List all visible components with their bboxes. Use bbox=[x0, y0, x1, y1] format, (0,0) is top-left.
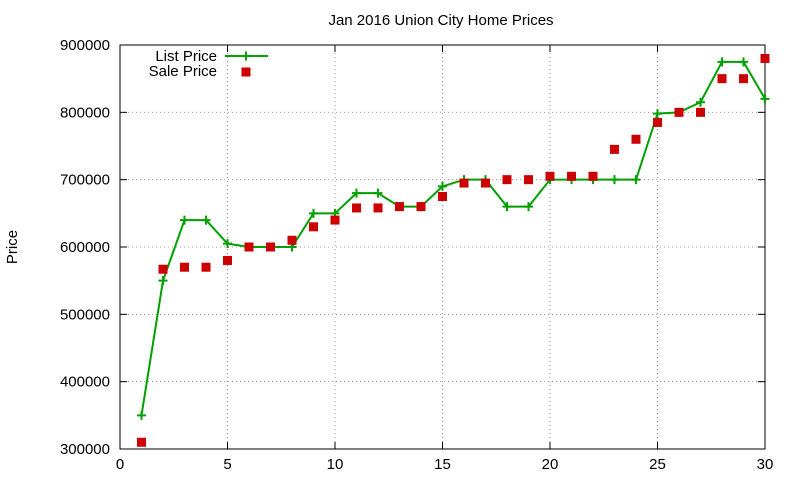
data-point-sale-price bbox=[760, 53, 770, 63]
data-point-list-price bbox=[653, 109, 662, 119]
data-point-list-price bbox=[438, 181, 447, 191]
x-tick-label: 25 bbox=[649, 456, 666, 473]
data-point-sale-price bbox=[459, 178, 469, 188]
plot-frame bbox=[119, 44, 766, 450]
series-line-list-price bbox=[140, 60, 766, 416]
data-point-sale-price bbox=[481, 178, 490, 188]
data-point-list-price bbox=[502, 202, 512, 212]
chart-title: Jan 2016 Union City Home Prices bbox=[328, 12, 553, 29]
data-point-list-price bbox=[201, 215, 211, 225]
data-point-sale-price bbox=[244, 242, 254, 252]
data-point-list-price bbox=[696, 97, 705, 107]
data-point-sale-price bbox=[373, 203, 383, 213]
legend-label-list-price: List Price bbox=[155, 48, 217, 65]
legend-label-sale-price: Sale Price bbox=[149, 63, 217, 80]
y-tick-label: 700000 bbox=[60, 172, 110, 189]
data-point-list-price bbox=[137, 410, 146, 420]
data-point-list-price bbox=[223, 239, 232, 249]
x-tick-label: 10 bbox=[327, 456, 344, 473]
data-point-sale-price bbox=[653, 117, 662, 127]
data-point-sale-price bbox=[674, 107, 684, 117]
data-point-sale-price bbox=[739, 74, 748, 84]
data-point-list-price bbox=[524, 202, 533, 212]
data-point-list-price bbox=[158, 276, 168, 286]
data-point-list-price bbox=[180, 215, 189, 225]
data-point-list-price bbox=[373, 188, 383, 198]
x-tick-label: 15 bbox=[434, 456, 451, 473]
data-point-list-price bbox=[717, 57, 727, 67]
data-point-sale-price bbox=[524, 175, 533, 185]
data-point-sale-price bbox=[330, 215, 340, 225]
data-point-sale-price bbox=[395, 202, 404, 212]
tick-labels: 300000 400000 500000 600000 700000 800000 9000… bbox=[60, 37, 773, 473]
data-point-sale-price bbox=[352, 203, 361, 213]
data-point-list-price bbox=[739, 57, 748, 67]
legend-marker-list-price bbox=[241, 51, 251, 61]
data-point-sale-price bbox=[545, 171, 555, 181]
y-tick-label: 300000 bbox=[60, 441, 110, 458]
data-point-list-price bbox=[610, 175, 619, 185]
data-point-list-price bbox=[760, 94, 770, 104]
legend-marker-sale-price bbox=[241, 67, 251, 77]
data-point-sale-price bbox=[438, 192, 447, 201]
data-point-sale-price bbox=[567, 171, 576, 181]
data-point-sale-price bbox=[137, 437, 146, 447]
y-axis-label: Price bbox=[4, 230, 21, 264]
data-point-sale-price bbox=[287, 235, 297, 245]
data-point-sale-price bbox=[158, 264, 168, 274]
data-point-sale-price bbox=[502, 175, 512, 185]
data-point-sale-price bbox=[416, 202, 426, 212]
x-tick-label: 20 bbox=[542, 456, 559, 473]
data-point-sale-price bbox=[588, 171, 598, 181]
grid bbox=[120, 45, 765, 449]
data-point-list-price bbox=[352, 188, 361, 198]
x-tick-label: 5 bbox=[223, 456, 231, 473]
y-tick-label: 800000 bbox=[60, 104, 110, 121]
y-tick-label: 400000 bbox=[60, 374, 110, 391]
data-point-sale-price bbox=[180, 262, 189, 272]
data-point-sale-price bbox=[266, 242, 275, 252]
legend: List Price Sale Price bbox=[149, 48, 268, 80]
data-point-list-price bbox=[631, 175, 641, 185]
data-point-sale-price bbox=[717, 74, 727, 84]
y-tick-label: 600000 bbox=[60, 239, 110, 256]
data-point-sale-price bbox=[201, 262, 211, 272]
series-layer bbox=[137, 53, 770, 447]
data-point-sale-price bbox=[631, 134, 641, 144]
data-point-sale-price bbox=[223, 255, 232, 265]
y-tick-label: 500000 bbox=[60, 306, 110, 323]
x-tick-label: 30 bbox=[757, 456, 774, 473]
x-tick-label: 0 bbox=[116, 456, 124, 473]
data-point-sale-price bbox=[610, 144, 619, 154]
data-point-sale-price bbox=[309, 222, 318, 232]
data-point-sale-price bbox=[696, 107, 705, 117]
data-point-list-price bbox=[309, 208, 318, 218]
y-tick-label: 900000 bbox=[60, 37, 110, 54]
